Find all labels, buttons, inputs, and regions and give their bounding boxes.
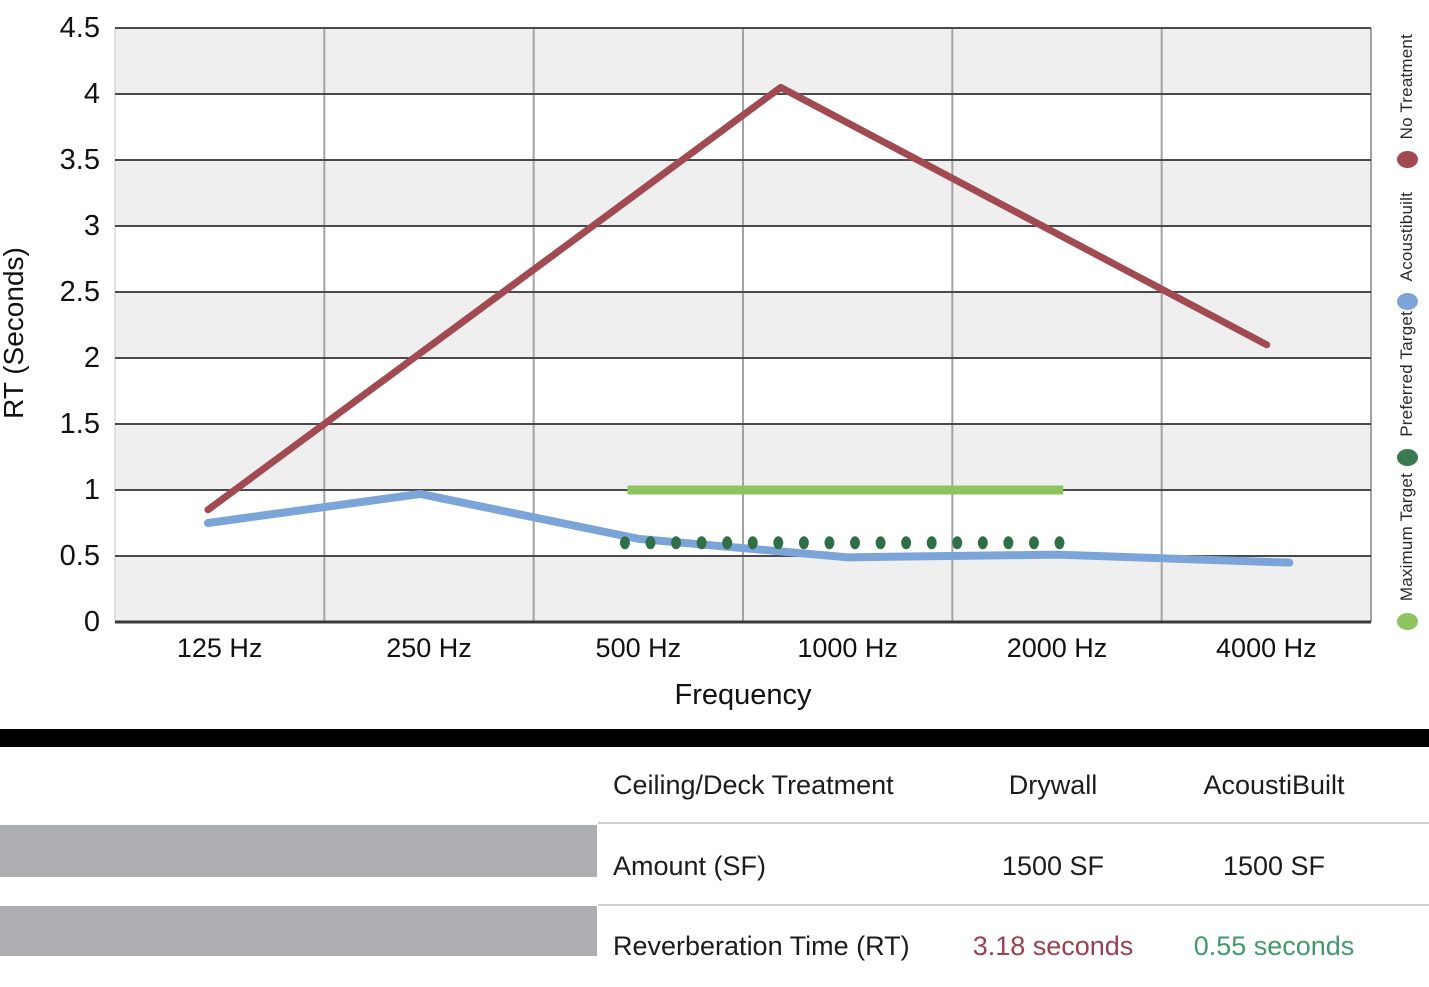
legend-item-no-treatment: No Treatment	[1386, 34, 1428, 168]
x-axis-title: Frequency	[674, 679, 812, 711]
table-row-amount: Amount (SF) 1500 SF 1500 SF	[613, 851, 1429, 891]
series-preferred-target-dot	[747, 536, 758, 550]
x-category-label: 250 Hz	[386, 633, 472, 663]
rt-drywall-value: 3.18 seconds	[972, 931, 1134, 961]
rt-frequency-chart	[114, 27, 1372, 624]
table-row-reverberation-time: Reverberation Time (RT) 3.18 seconds 0.5…	[613, 931, 1429, 971]
y-tick-label: 1	[83, 474, 100, 506]
table-header-treatment: Ceiling/Deck Treatment	[613, 770, 894, 800]
legend-item-maximum-target: Maximum Target	[1386, 473, 1428, 630]
legend-label: No Treatment	[1397, 33, 1416, 139]
row-label-rt: Reverberation Time (RT)	[613, 931, 910, 961]
legend-item-preferred-target: Preferred Target	[1386, 311, 1428, 466]
y-tick-label: 1.5	[59, 408, 100, 440]
legend-color-dot	[1396, 449, 1418, 466]
y-tick-label: 2.5	[59, 276, 100, 308]
legend-label: Acoustibuilt	[1397, 191, 1416, 281]
x-category-label: 500 Hz	[595, 633, 682, 663]
x-category-label: 125 Hz	[176, 633, 263, 663]
y-tick-label: 3.5	[59, 144, 100, 176]
x-category-label: 2000 Hz	[1006, 633, 1108, 663]
y-tick-label: 4.5	[59, 12, 100, 44]
row-label-amount: Amount (SF)	[613, 851, 767, 881]
legend-color-dot	[1396, 293, 1418, 310]
table-header-drywall: Drywall	[1008, 770, 1098, 800]
row-divider	[598, 904, 1429, 906]
y-axis-title: RT (Seconds)	[0, 247, 29, 419]
table-header-acoustibuilt: AcoustiBuilt	[1203, 770, 1345, 800]
left-gray-bar	[0, 906, 597, 956]
series-preferred-target-dot	[619, 536, 630, 550]
series-preferred-target-dot	[926, 536, 937, 550]
series-preferred-target-dot	[977, 536, 988, 550]
series-preferred-target-dot	[798, 536, 809, 550]
series-preferred-target-dot	[850, 536, 861, 550]
y-tick-label: 0	[83, 606, 100, 638]
legend-item-acoustibuilt: Acoustibuilt	[1386, 182, 1428, 310]
series-preferred-target-dot	[824, 536, 835, 550]
legend-color-dot	[1396, 613, 1418, 630]
series-preferred-target-dot	[901, 536, 912, 550]
legend-color-dot	[1396, 151, 1418, 168]
section-divider-bar	[0, 729, 1429, 747]
series-preferred-target-dot	[773, 536, 784, 550]
row-divider	[598, 822, 1429, 824]
series-preferred-target-dot	[1028, 536, 1039, 550]
y-tick-label: 3	[83, 210, 100, 242]
rt-acoustibuilt-value: 0.55 seconds	[1193, 931, 1355, 961]
x-category-label: 4000 Hz	[1216, 633, 1317, 663]
series-preferred-target-dot	[875, 536, 886, 550]
series-acoustibuilt	[203, 489, 1294, 567]
x-category-label: 1000 Hz	[797, 633, 898, 663]
y-tick-label: 0.5	[59, 540, 100, 572]
series-preferred-target-dot	[671, 536, 682, 550]
series-preferred-target-dot	[645, 536, 656, 550]
series-preferred-target-dot	[952, 536, 963, 550]
legend-label: Preferred Target	[1397, 311, 1416, 437]
left-gray-bar	[0, 825, 597, 877]
series-preferred-target-dot	[696, 536, 707, 550]
table-header-row: Ceiling/Deck Treatment Drywall AcoustiBu…	[613, 770, 1429, 810]
amount-drywall-value: 1500 SF	[1001, 851, 1105, 881]
series-preferred-target-dot	[722, 536, 733, 550]
legend-label: Maximum Target	[1397, 472, 1416, 601]
series-preferred-target-dot	[1054, 536, 1065, 550]
amount-acoustibuilt-value: 1500 SF	[1222, 851, 1326, 881]
series-preferred-target-dot	[1003, 536, 1014, 550]
y-tick-label: 4	[83, 78, 100, 110]
series-no-treatment	[204, 83, 1271, 514]
y-tick-label: 2	[83, 342, 100, 374]
